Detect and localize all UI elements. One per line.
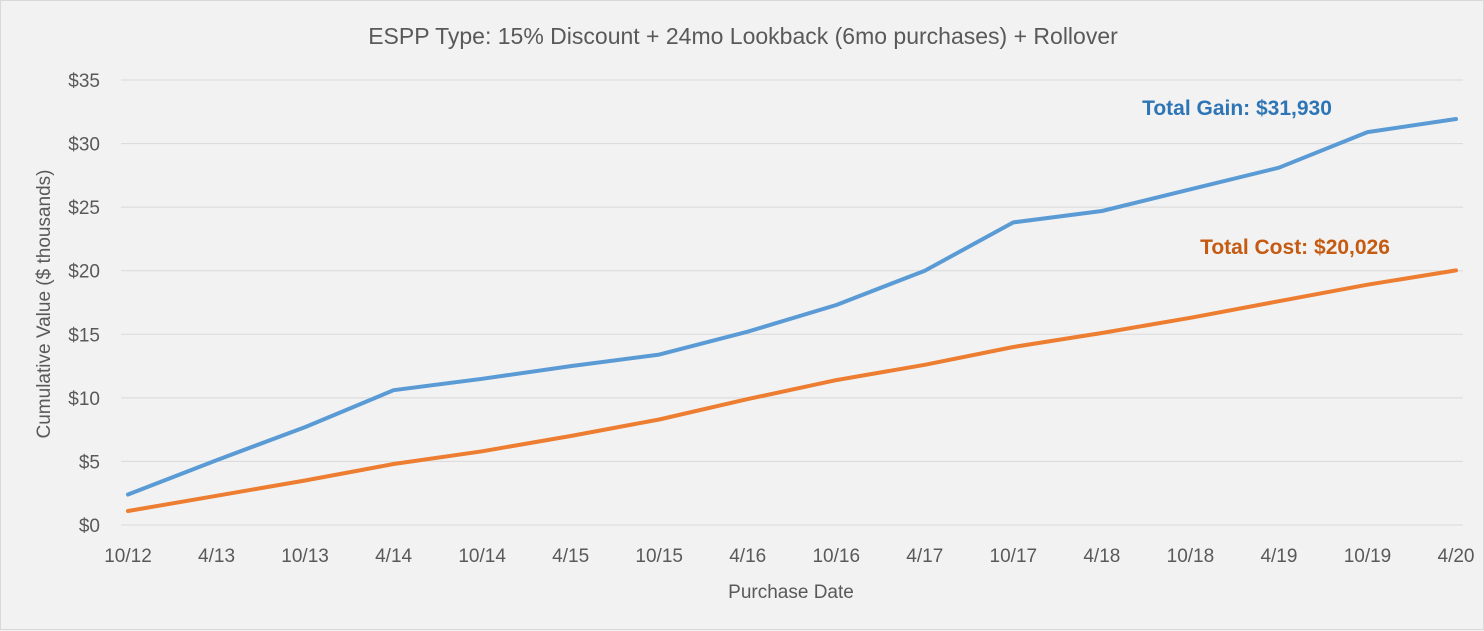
x-tick-label: 4/15 xyxy=(552,546,589,567)
y-tick-label: $10 xyxy=(68,389,100,410)
x-tick-label: 10/14 xyxy=(458,546,506,567)
x-tick-label: 4/13 xyxy=(198,546,235,567)
chart-title: ESPP Type: 15% Discount + 24mo Lookback … xyxy=(368,23,1118,49)
y-tick-label: $0 xyxy=(79,516,100,537)
x-tick-label: 10/17 xyxy=(990,546,1038,567)
y-axis-ticks: $0 $5 $10 $15 $20 $25 $30 $35 xyxy=(68,71,100,537)
x-tick-label: 4/14 xyxy=(375,546,412,567)
x-tick-label: 4/20 xyxy=(1438,546,1475,567)
x-tick-label: 4/17 xyxy=(906,546,943,567)
x-tick-label: 10/18 xyxy=(1167,546,1215,567)
y-tick-label: $25 xyxy=(68,198,100,219)
x-axis-ticks: 10/12 4/13 10/13 4/14 10/14 4/15 10/15 4/16 10/1… xyxy=(104,546,1474,567)
gridlines xyxy=(121,79,1463,526)
y-tick-label: $15 xyxy=(68,325,100,346)
x-tick-label: 4/18 xyxy=(1083,546,1120,567)
x-tick-label: 10/15 xyxy=(635,546,683,567)
y-tick-label: $35 xyxy=(68,71,100,92)
x-tick-label: 10/16 xyxy=(812,546,860,567)
x-tick-label: 4/19 xyxy=(1260,546,1297,567)
x-tick-label: 10/12 xyxy=(104,546,152,567)
y-tick-label: $30 xyxy=(68,135,100,156)
y-tick-label: $20 xyxy=(68,262,100,283)
total-cost-annotation: Total Cost: $20,026 xyxy=(1200,236,1390,259)
x-tick-label: 4/16 xyxy=(729,546,766,567)
x-tick-label: 10/19 xyxy=(1344,546,1392,567)
total-gain-annotation: Total Gain: $31,930 xyxy=(1142,97,1332,120)
cost-series-line xyxy=(126,268,1458,513)
y-axis-title: Cumulative Value ($ thousands) xyxy=(34,170,55,439)
x-axis-title: Purchase Date xyxy=(728,582,854,603)
series-lines xyxy=(126,117,1458,513)
y-tick-label: $5 xyxy=(79,452,100,473)
gain-series-line xyxy=(126,117,1458,497)
x-tick-label: 10/13 xyxy=(281,546,329,567)
